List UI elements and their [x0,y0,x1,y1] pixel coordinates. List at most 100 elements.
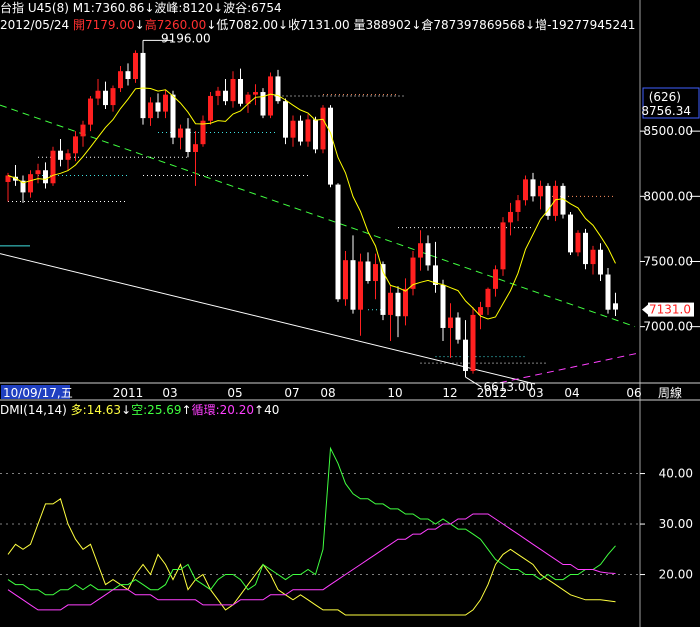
candle-body [455,317,461,340]
candle-body [5,175,11,182]
x-axis-tick-label: 03 [528,386,543,400]
candle-body [605,274,611,310]
header2-seg-1: 開7179.00 [69,18,135,32]
candle-body [298,120,303,142]
candle-body [575,232,581,253]
candle-body [493,269,498,289]
candle-body [230,79,236,102]
x-axis-start-date-bg [1,385,70,399]
support-line [0,253,536,385]
candle-body [103,90,108,106]
candle-body [260,92,266,116]
candle-body [155,102,161,112]
header1-seg-3: ↓ [144,1,155,15]
indicator-box [642,87,700,119]
dmi-series [7,446,616,616]
candle-body [583,232,588,265]
header1-seg-0: 台指 [0,1,25,15]
candle-body [223,90,228,102]
candle-body [133,52,138,80]
candle-body [440,284,446,328]
candle-body [395,292,401,317]
candle-body [125,71,131,80]
quote-header-line1: 台指 U45(8) M1:7360.86↓波峰:8120↓波谷:6754 [0,1,282,15]
x-axis-tick-label: 07 [284,386,299,400]
current-price-label: 7131.0 [649,303,691,317]
indicator-count: (626) [649,90,681,104]
candle-body [545,185,551,216]
candle-body [170,94,176,138]
x-axis-tick-label: 03 [162,386,177,400]
x-axis-tick-label: 04 [564,386,579,400]
header1-seg-1: U45(8) [24,1,73,15]
x-axis-tick-label: 05 [227,386,242,400]
quote-header-line2: 2012/05/24 開7179.00↓高7260.00↓低7082.00↓收7… [0,18,635,32]
candle-body [118,71,123,89]
candle-body [20,180,26,193]
dmi-header-seg-4: ↑ [181,403,192,417]
x-axis-tick-label: 08 [320,386,335,400]
dmi-header-seg-6: ↑ [254,403,265,417]
price-tick-label: 8500.00 [643,124,693,138]
candle-body [523,179,528,201]
downtrend-channel-line [0,104,636,328]
candle-body [343,260,348,300]
candle-body [193,144,198,152]
dmi-tick-label: 40.00 [659,467,693,481]
candle-body [403,288,408,317]
period-label: 周線 [658,385,682,400]
candle-body [478,307,483,315]
candle-body [110,88,116,106]
dmi-header-seg-1: 多:14.63 [66,403,122,417]
dmi-header-seg-5: 循環:20.20 [191,403,255,417]
indicator-value: 8756.34 [641,104,691,118]
header2-seg-3: 高7260.00 [144,18,207,32]
header1-seg-2: M1:7360.86 [72,1,145,15]
x-axis-tick-label: 12 [442,386,457,400]
candle-body [388,292,393,315]
candle-body [238,79,243,104]
candle-body [290,120,296,138]
header2-seg-6: ↓ [278,18,289,32]
dmi-tick-label: 20.00 [659,568,693,582]
header1-seg-6: 波谷:6754 [223,1,282,15]
price-tick-label: 8000.00 [643,189,693,203]
x-axis-start-date: 10/09/17,五 [3,386,73,400]
candle-body [178,128,183,138]
candle-body [568,214,573,253]
header1-seg-5: ↓ [213,1,224,15]
candle-body [253,92,258,95]
candle-body [373,264,378,282]
high-label: 9196.00 [161,31,211,45]
candle-body [200,120,206,145]
candle-body [418,243,423,258]
price-tick-label: 7000.00 [643,320,693,334]
candle-body [560,185,566,215]
x-axis-tick-label: 2011 [113,386,144,400]
candle-body [410,257,416,289]
candle-body [50,150,56,184]
candle-body [365,261,371,282]
candle-body [448,317,453,328]
dmi-header-seg-0: DMI(14,14) [0,403,67,417]
candle-body [305,119,311,142]
minus-di-line [7,446,616,596]
candle-body [425,243,431,266]
plus-di-line [7,498,616,616]
candle-body [73,136,78,154]
axis-labels: 8500.00 8000.00 7500.00 7000.00 (626)8756.34… [3,31,700,582]
header2-seg-0: 2012/05/24 [0,18,70,32]
candle-body [328,107,333,185]
price-tick-label: 7500.00 [643,254,693,268]
candle-body [13,176,18,181]
current-price-arrow [642,304,648,315]
candle-body [163,94,168,112]
candle-body [590,249,596,265]
candle-body [485,288,491,308]
header2-seg-4: ↓ [206,18,217,32]
low-label: 6613.00 [484,380,534,394]
candle-body [245,94,251,104]
candle-body [208,95,213,121]
